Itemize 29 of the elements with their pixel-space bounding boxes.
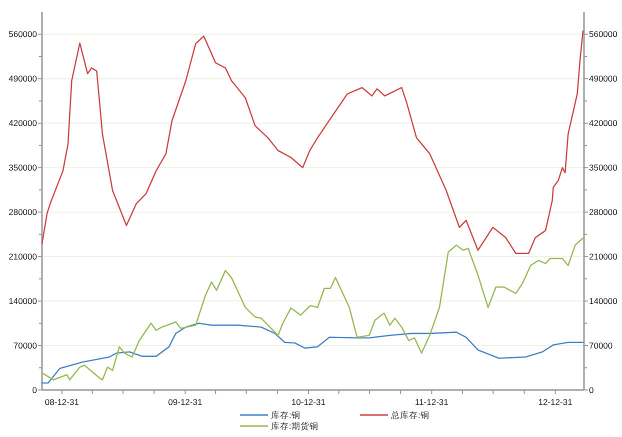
x-tick-label: 10-12-31: [291, 397, 326, 407]
y-tick-label: 210000: [8, 252, 38, 262]
y-tick-label: 280000: [8, 207, 38, 218]
y-tick-label: 350000: [8, 162, 38, 173]
y2-tick-label: 560000: [589, 29, 618, 40]
y-tick-label: 140000: [8, 296, 38, 306]
x-tick-label: 09-12-31: [168, 397, 202, 407]
y2-tick-label: 280000: [589, 207, 618, 218]
legend-label: 总库存:铜: [390, 410, 430, 420]
y2-tick-label: 490000: [589, 74, 618, 84]
y-tick-label: 420000: [8, 118, 38, 128]
y2-tick-label: 350000: [589, 162, 618, 173]
line-series: [41, 322, 584, 384]
y2-tick-label: 70000: [589, 340, 613, 351]
x-tick-label: 12-12-31: [538, 397, 573, 407]
y2-tick-label: 0: [589, 384, 594, 395]
line-series: [41, 238, 584, 380]
y2-tick-label: 420000: [589, 118, 618, 128]
y2-tick-label: 210000: [589, 252, 618, 262]
y-tick-label: 70000: [13, 340, 38, 351]
legend-label: 库存:铜: [271, 410, 300, 420]
y-tick-label: 0: [32, 384, 38, 395]
line-series: [41, 30, 584, 254]
x-tick-label: 08-12-31: [44, 397, 80, 407]
legend-label: 库存:期货铜: [271, 420, 318, 431]
y-tick-label: 490000: [8, 74, 38, 84]
y2-tick-label: 140000: [589, 296, 618, 306]
y-tick-label: 560000: [8, 29, 38, 40]
x-tick-label: 11-12-31: [414, 397, 449, 407]
